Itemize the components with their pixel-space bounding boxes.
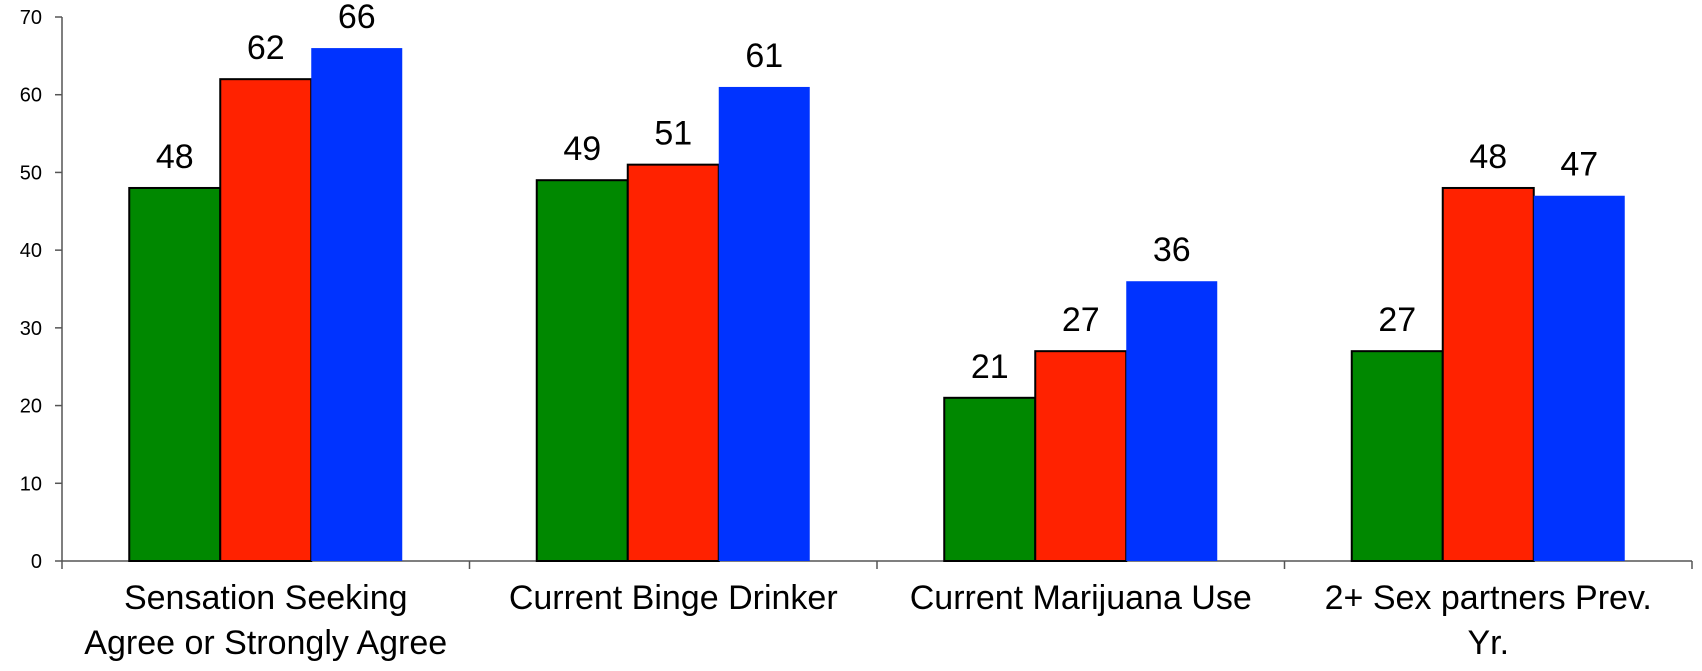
data-label: 36 [1153, 231, 1191, 269]
bars [128, 48, 1625, 563]
bar [1126, 281, 1218, 561]
data-label: 61 [745, 37, 783, 75]
data-label: 21 [971, 348, 1009, 386]
bar [311, 48, 403, 562]
y-tick-label: 10 [20, 473, 42, 495]
category-labels: Sensation Seeking Agree or Strongly Agree… [84, 579, 1652, 662]
y-tick-label: 50 [20, 162, 42, 184]
data-label: 27 [1062, 301, 1100, 339]
category-label: Current Marijuana Use [910, 579, 1252, 617]
x-axis [61, 560, 1693, 569]
data-label: 48 [1469, 138, 1507, 176]
bar [535, 179, 629, 562]
bar [128, 186, 222, 562]
data-label: 62 [247, 29, 285, 67]
y-tick-label: 40 [20, 240, 42, 262]
data-label: 47 [1560, 146, 1598, 184]
category-label-line: Current Marijuana Use [910, 579, 1252, 617]
data-label: 49 [563, 130, 601, 168]
category-label-line: Current Binge Drinker [509, 579, 838, 617]
category-label: Sensation Seeking Agree or Strongly Agree [84, 579, 447, 662]
y-axis: 0 10 20 30 40 50 60 70 [20, 7, 63, 573]
bar [626, 163, 720, 563]
category-label-line: Agree or Strongly Agree [84, 624, 447, 662]
category-label-line: Yr. [1467, 624, 1509, 662]
data-label: 66 [338, 0, 376, 36]
bar [1034, 350, 1128, 562]
category-label-line: 2+ Sex partners Prev. [1325, 579, 1652, 617]
bar [219, 78, 313, 563]
data-label: 27 [1378, 301, 1416, 339]
category-label-line: Sensation Seeking [124, 579, 408, 617]
bar [1350, 350, 1444, 562]
data-labels: 48 62 66 49 51 61 21 27 36 27 48 47 [156, 0, 1598, 386]
category-label: Current Binge Drinker [509, 579, 838, 617]
data-label: 51 [654, 115, 692, 153]
y-tick-label: 60 [20, 85, 42, 107]
bar [943, 396, 1037, 562]
bar [1441, 186, 1535, 562]
bar [1533, 195, 1625, 561]
category-label: 2+ Sex partners Prev. Yr. [1325, 579, 1652, 662]
y-tick-label: 70 [20, 7, 42, 29]
y-tick-label: 30 [20, 318, 42, 340]
bar [718, 86, 810, 561]
y-tick-label: 20 [20, 396, 42, 418]
data-label: 48 [156, 138, 194, 176]
y-tick-label: 0 [31, 551, 42, 573]
